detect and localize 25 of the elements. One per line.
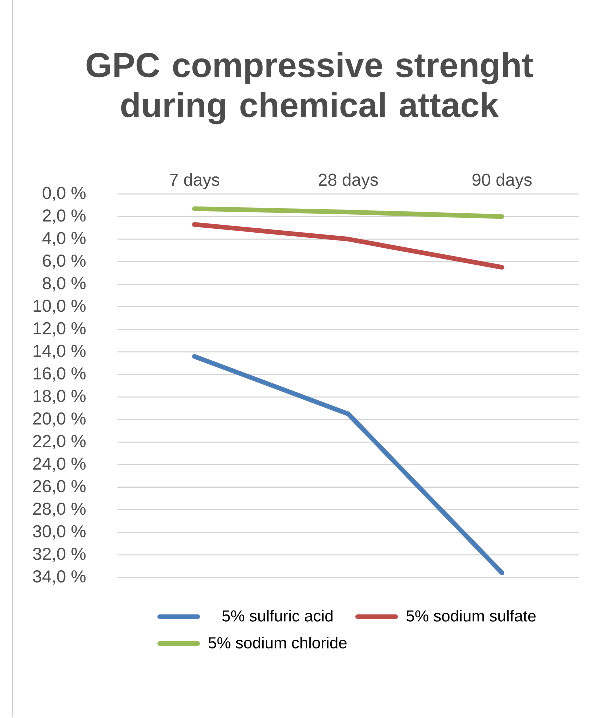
y-tick-label: 6,0 %	[43, 254, 86, 270]
y-tick-label: 30,0 %	[33, 525, 86, 540]
y-tick-label: 4,0 %	[42, 232, 86, 247]
y-tick-label: 18,0 %	[34, 390, 86, 404]
y-tick-label: 2,0 %	[43, 210, 86, 224]
y-tick-label: 34,0 %	[33, 570, 86, 585]
y-tick-label: 12,0 %	[34, 322, 86, 337]
y-tick-label: 0,0 %	[42, 187, 86, 202]
y-tick-label: 24,0 %	[33, 458, 86, 472]
legend-label: 5% sodium chloride	[208, 637, 347, 649]
legend-label: 5% sodium sulfate	[406, 610, 536, 622]
x-tick-label: 7 days	[170, 173, 220, 190]
y-tick-label: 14,0 %	[34, 344, 86, 360]
y-tick-label: 26,0 %	[33, 480, 86, 495]
x-tick-label: 90 days	[472, 173, 532, 190]
y-tick-label: 20,0 %	[33, 412, 86, 427]
y-tick-label: 22,0 %	[33, 435, 86, 450]
y-tick-label: 16,0 %	[34, 368, 86, 382]
legend-label: 5% sulfuric acid	[222, 610, 333, 622]
chart-title: GPC compressive strenght during chemical attack	[86, 52, 534, 125]
y-tick-label: 32,0 %	[33, 548, 86, 562]
y-tick-label: 8,0 %	[42, 277, 86, 292]
y-tick-label: 10,0 %	[34, 300, 86, 314]
y-tick-label: 28,0 %	[33, 502, 86, 518]
x-tick-label: 28 days	[319, 173, 378, 190]
